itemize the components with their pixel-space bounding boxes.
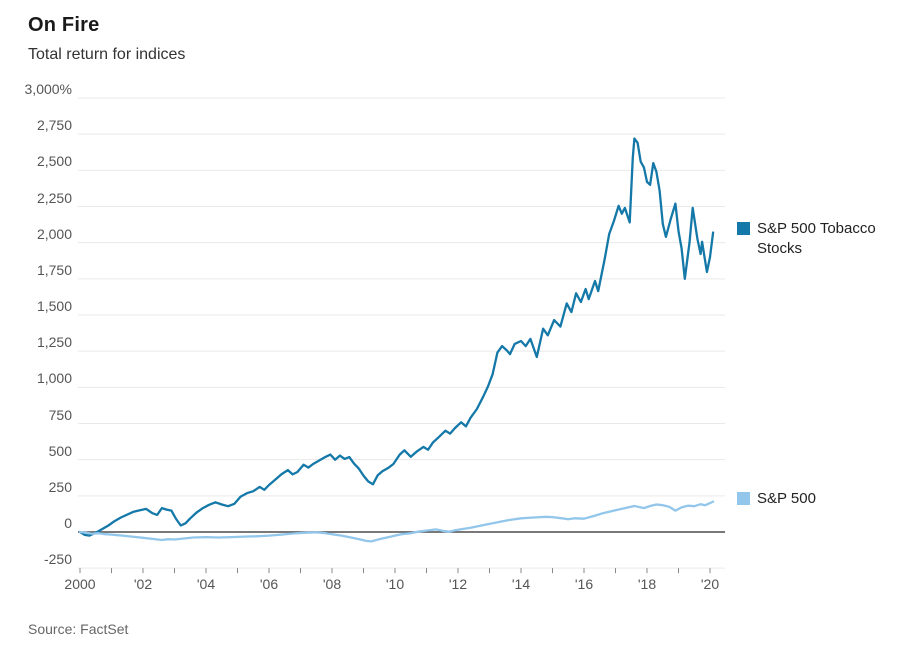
x-axis-label: '12: [448, 576, 468, 593]
tobacco-legend-swatch-icon: [737, 222, 750, 235]
y-axis-label: 2,250: [36, 189, 72, 206]
legend-tobacco-stocks: S&P 500 Tobacco Stocks: [737, 219, 912, 259]
y-axis-label: 750: [48, 406, 72, 423]
x-axis-label: 2000: [64, 576, 96, 593]
y-axis-label: 2,750: [36, 117, 72, 134]
x-axis-label: '02: [133, 576, 153, 593]
tobacco-legend-label: S&P 500 Tobacco Stocks: [757, 220, 876, 257]
chart-title: On Fire: [28, 14, 100, 36]
y-axis-label: 2,500: [36, 153, 72, 170]
x-axis-label: '18: [637, 576, 657, 593]
x-axis-label: '10: [385, 576, 405, 593]
source-note: Source: FactSet: [28, 621, 129, 637]
y-axis-label: 1,500: [36, 298, 72, 314]
sp500-line: [78, 500, 715, 543]
sp500-legend-label: S&P 500: [757, 490, 816, 507]
y-axis-label: 1,000: [36, 370, 72, 387]
y-axis-label: 0: [64, 515, 72, 531]
y-axis-label: 2,000: [36, 225, 72, 242]
y-axis-label: -250: [43, 551, 72, 568]
x-axis-label: '04: [196, 576, 216, 593]
x-axis-label: '06: [259, 576, 279, 593]
legend-sp500: S&P 500: [737, 489, 912, 509]
x-axis-label: '14: [511, 576, 531, 593]
sp500-legend-swatch-icon: [737, 492, 750, 505]
tobacco-stocks-line: [78, 137, 715, 537]
y-axis-label: 500: [48, 442, 72, 459]
y-axis-label: 1,250: [36, 334, 72, 351]
y-axis-label: 1,750: [36, 261, 72, 278]
x-axis-label: '20: [700, 576, 720, 593]
x-axis-label: '16: [574, 576, 594, 593]
y-axis-label: 3,000%: [24, 81, 72, 97]
x-axis-label: '08: [322, 576, 342, 593]
chart-subtitle: Total return for indices: [28, 46, 186, 63]
y-axis-label: 250: [48, 478, 72, 495]
